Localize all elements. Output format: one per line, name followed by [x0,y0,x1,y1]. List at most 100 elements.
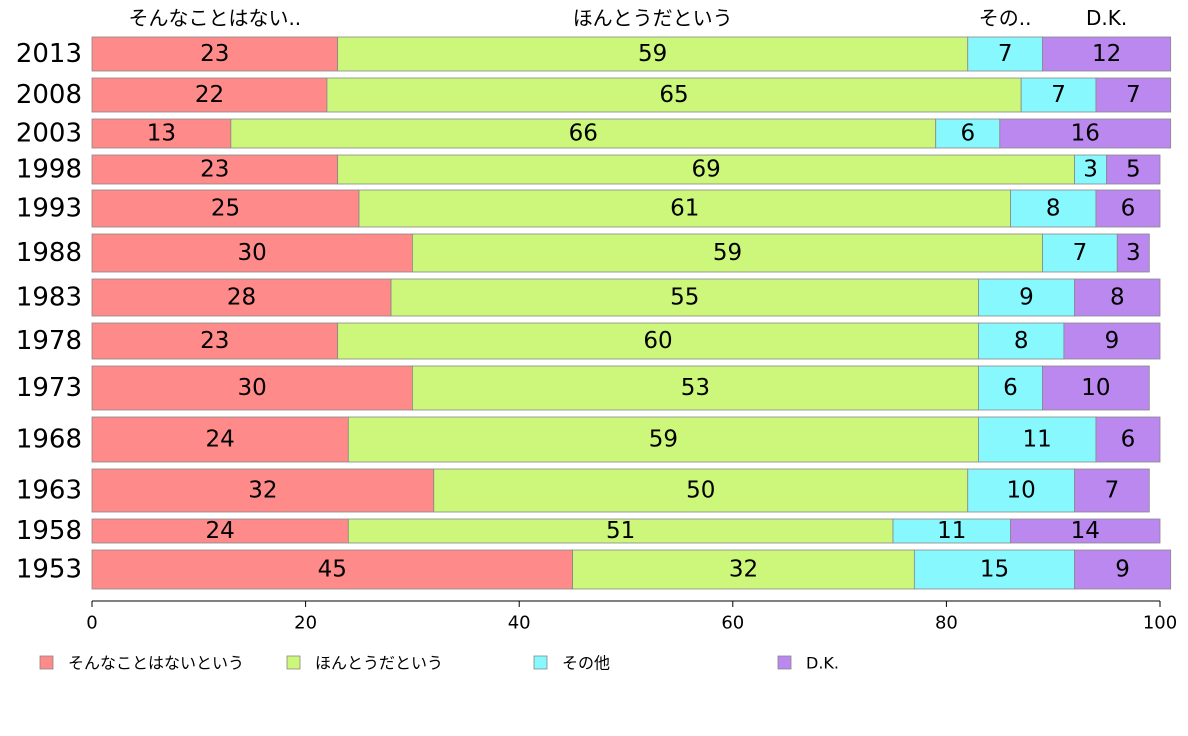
data-label-2013-s1: 59 [638,41,667,67]
x-axis: 0 20 40 60 80 100 [86,600,1177,634]
data-label-1983-s2: 9 [1019,285,1034,311]
data-label-1993-s3: 6 [1121,196,1136,222]
legend-label-s0: そんなことはないという [68,654,244,673]
data-label-1968-s2: 11 [1023,427,1052,453]
data-label-1988-s2: 7 [1073,240,1088,266]
data-label-1953-s1: 32 [729,557,758,583]
data-label-1968-s1: 59 [649,427,678,453]
x-tick-label-100: 100 [1143,613,1177,634]
data-label-2003-s1: 66 [569,121,598,147]
bar-segment-2013-s3 [1042,36,1172,72]
bar-segment-1993-s2 [1010,189,1097,228]
y-tick-label-1958: 1958 [16,516,82,546]
y-tick-label-1993: 1993 [16,194,82,224]
bar-segment-1993-s1 [358,189,1011,228]
data-label-2008-s3: 7 [1126,82,1141,108]
data-label-1973-s0: 30 [238,375,267,401]
bar-segment-1983-s0 [91,278,392,317]
bar-segment-1953-s2 [913,549,1075,590]
data-label-2003-s2: 6 [960,121,975,147]
bar-segment-1978-s3 [1063,322,1161,360]
data-label-1988-s3: 3 [1126,240,1141,266]
column-header-s3: D.K. [1086,6,1127,30]
bar-segment-1988-s3 [1116,233,1150,273]
y-tick-label-1998: 1998 [16,155,82,185]
data-label-1983-s0: 28 [227,285,256,311]
bar-segment-1958-s0 [91,518,349,544]
bar-segment-1983-s2 [978,278,1075,317]
bar-segment-1968-s3 [1095,416,1161,463]
data-label-1973-s2: 6 [1003,375,1018,401]
data-label-2013-s2: 7 [998,41,1013,67]
y-tick-label-1968: 1968 [16,425,82,455]
bar-segment-2008-s1 [326,77,1022,113]
data-label-1973-s3: 10 [1081,375,1110,401]
bar-segment-1988-s1 [411,233,1043,273]
data-label-2013-s0: 23 [200,41,229,67]
y-tick-label-2013: 2013 [16,39,82,69]
bar-segment-1958-s2 [892,518,1011,544]
bar-segment-1973-s3 [1042,365,1150,411]
data-label-1993-s2: 8 [1046,196,1061,222]
data-label-1983-s1: 55 [670,285,699,311]
data-label-1968-s3: 6 [1121,427,1136,453]
legend-swatch-s0 [39,655,54,670]
bar-segment-1968-s1 [347,416,979,463]
data-label-2008-s0: 22 [195,82,224,108]
bar-segment-1988-s2 [1042,233,1118,273]
legend-label-s3: D.K. [806,654,839,673]
bar-segment-1973-s2 [978,365,1043,411]
data-label-1993-s0: 25 [211,196,240,222]
data-label-2008-s2: 7 [1051,82,1066,108]
data-label-1958-s2: 11 [937,518,966,544]
bar-segment-1963-s2 [967,468,1075,513]
legend: そんなことはないという ほんとうだという その他 D.K. [39,654,839,673]
bar-segment-1993-s0 [91,189,360,228]
y-tick-label-1953: 1953 [16,555,82,585]
data-label-1963-s0: 32 [248,478,277,504]
data-label-1988-s0: 30 [238,240,267,266]
data-label-1993-s1: 61 [670,196,699,222]
bar-segment-2008-s3 [1095,77,1172,113]
bar-segment-2003-s0 [91,118,232,149]
data-label-2003-s0: 13 [147,121,176,147]
bar-segment-1973-s1 [411,365,979,411]
bar-segment-1953-s3 [1074,549,1172,590]
bar-segment-1998-s1 [337,154,1075,185]
data-label-1958-s3: 14 [1071,518,1100,544]
bar-segment-2008-s2 [1020,77,1097,113]
data-label-2003-s3: 16 [1071,121,1100,147]
data-label-1983-s3: 8 [1110,285,1125,311]
data-label-1978-s3: 9 [1105,328,1120,354]
data-label-1978-s2: 8 [1014,328,1029,354]
x-tick-label-40: 40 [508,613,531,634]
bar-segment-1958-s3 [1010,518,1161,544]
column-header-s2: その.. [979,6,1032,30]
bar-segment-1963-s0 [91,468,435,513]
legend-label-s2: その他 [562,654,610,673]
bar-segment-2008-s0 [91,77,328,113]
data-label-2008-s1: 65 [659,82,688,108]
data-label-1968-s0: 24 [206,427,235,453]
data-label-1963-s1: 50 [686,478,715,504]
x-tick-label-20: 20 [294,613,317,634]
legend-swatch-s1 [286,655,301,670]
bar-segment-1963-s3 [1074,468,1150,513]
data-label-1998-s3: 5 [1126,157,1141,183]
x-tick-label-60: 60 [721,613,744,634]
bar-segment-1953-s0 [91,549,574,590]
legend-swatch-s2 [533,655,548,670]
bar-segment-1958-s1 [347,518,894,544]
data-label-1998-s0: 23 [200,157,229,183]
bar-segment-1998-s0 [91,154,339,185]
data-label-1988-s1: 59 [713,240,742,266]
data-label-1998-s1: 69 [691,157,720,183]
column-header-s0: そんなことはない.. [128,6,301,30]
data-label-2013-s3: 12 [1092,41,1121,67]
bar-segment-1953-s1 [572,549,915,590]
data-label-1953-s2: 15 [980,557,1009,583]
data-label-1998-s2: 3 [1083,157,1098,183]
y-tick-label-2003: 2003 [16,119,82,149]
